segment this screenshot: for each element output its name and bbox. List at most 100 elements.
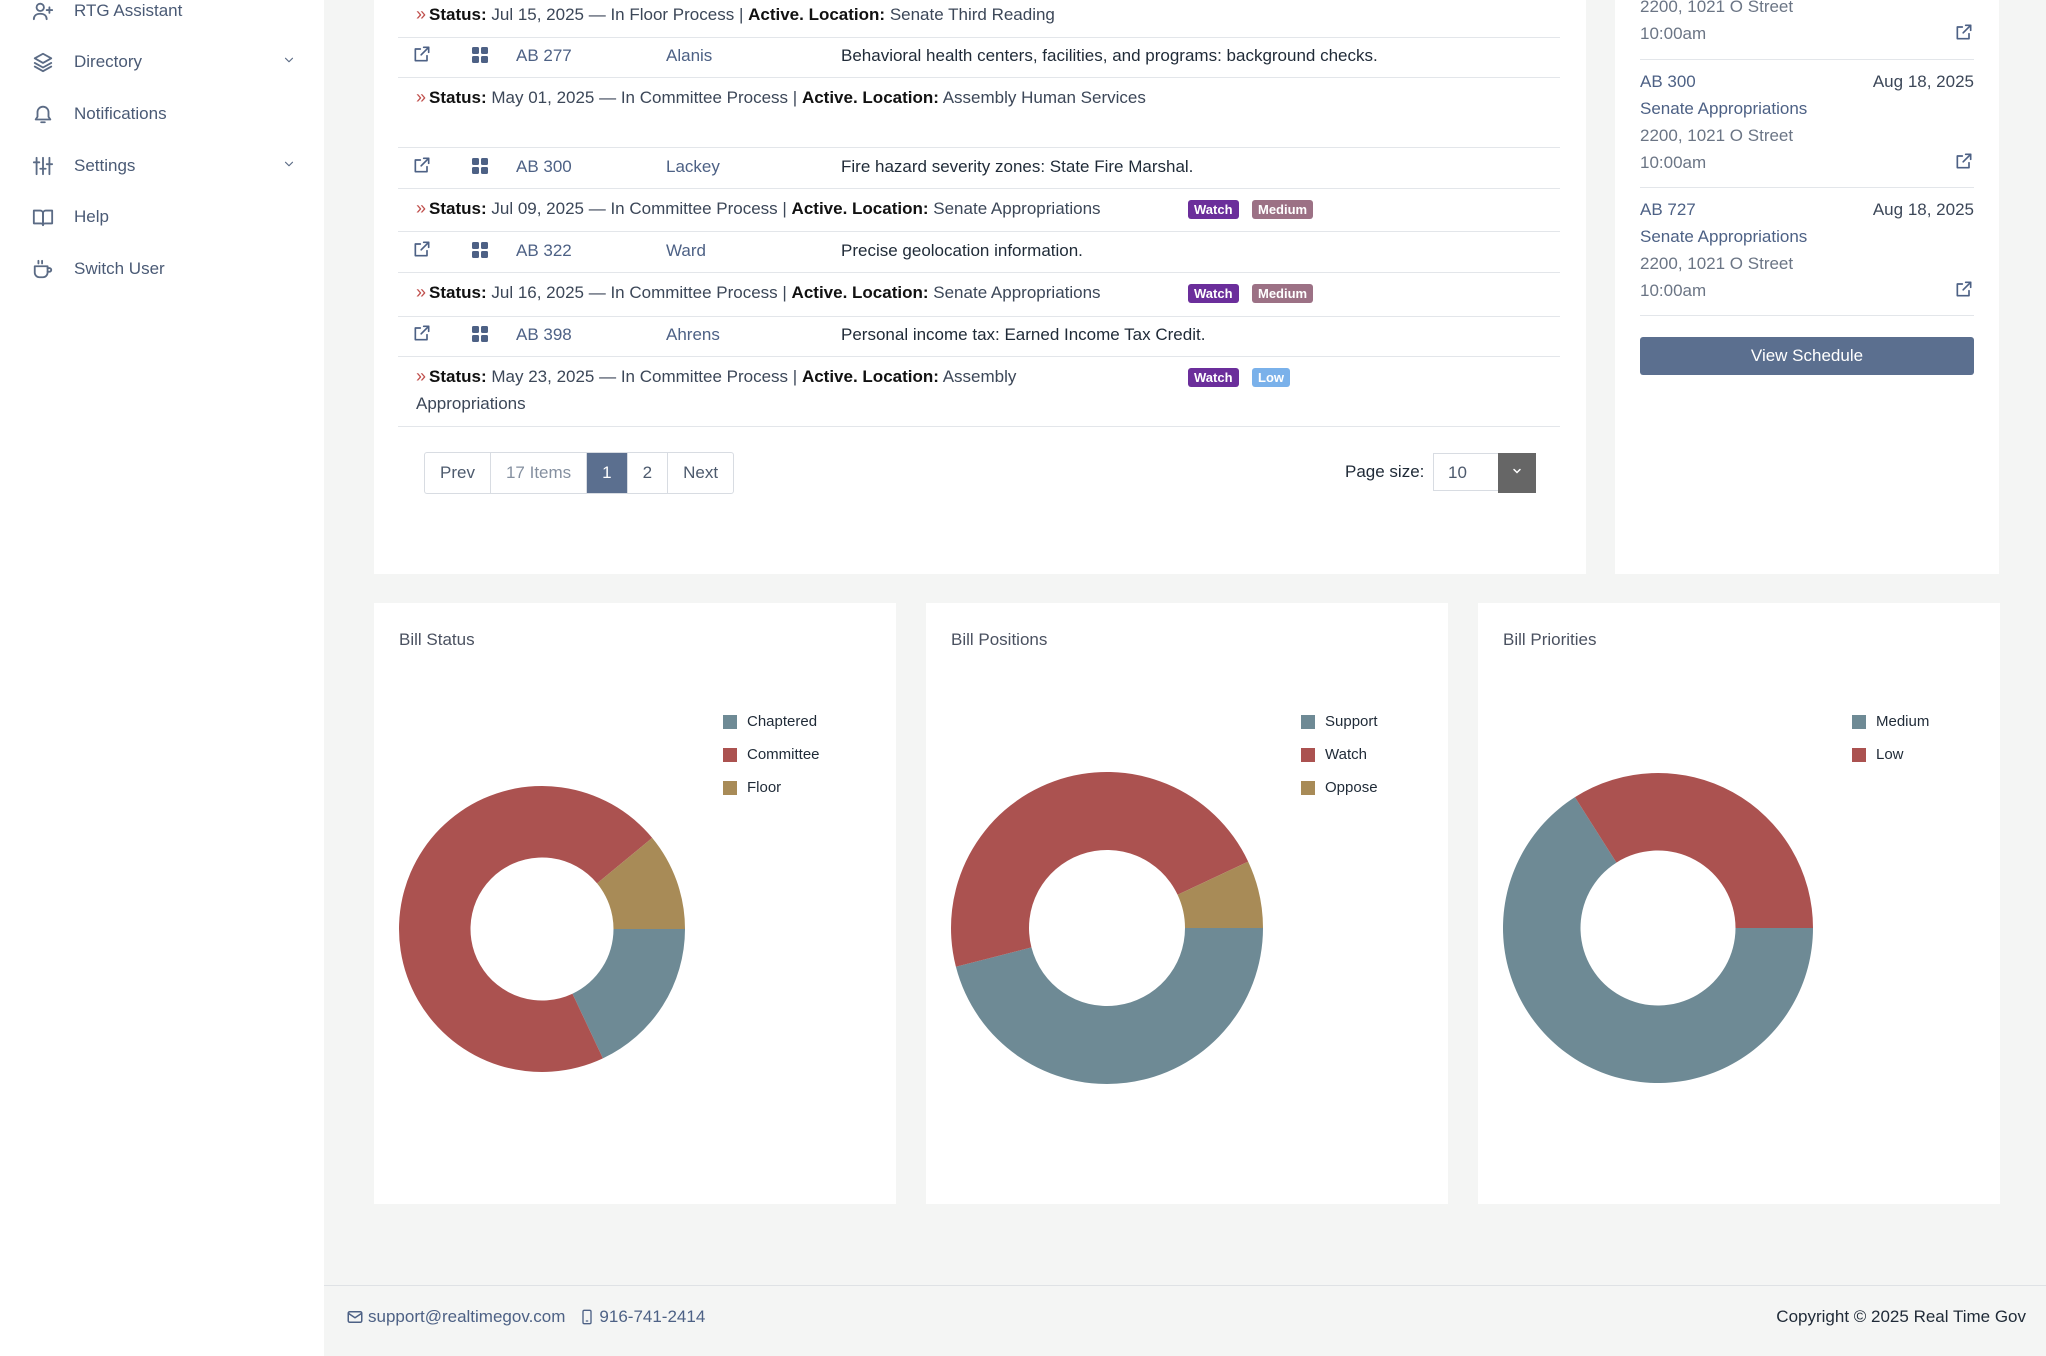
legend-item[interactable]: Committee — [723, 738, 820, 771]
bill-id-link[interactable]: AB 322 — [516, 241, 572, 260]
page-size-select[interactable]: 10 — [1433, 453, 1498, 491]
legend-swatch — [1301, 747, 1315, 762]
double-chevron-right-icon[interactable]: » — [416, 366, 426, 386]
external-link-icon[interactable] — [412, 239, 432, 264]
schedule-date: Aug 18, 2025 — [1872, 200, 1974, 219]
donut-slice-floor[interactable] — [597, 837, 685, 929]
chart-legend: Chaptered Committee Floor — [723, 705, 820, 804]
chart-title: Bill Priorities — [1503, 630, 1597, 649]
legend-item[interactable]: Watch — [1301, 738, 1378, 771]
footer-divider — [324, 1285, 2046, 1286]
sidebar: RTG Assistant Directory Notifications Se… — [0, 0, 324, 1356]
chevron-down-icon[interactable] — [282, 52, 296, 72]
legend-item[interactable]: Low — [1852, 738, 1929, 771]
bill-id-link[interactable]: AB 277 — [516, 46, 572, 65]
position-badge: Watch — [1188, 200, 1239, 219]
donut-slice-committee[interactable] — [398, 786, 653, 1072]
sidebar-item-label: Switch User — [74, 259, 165, 278]
page-size-dropdown-button[interactable] — [1498, 453, 1536, 493]
legend-swatch — [1301, 714, 1315, 729]
next-button[interactable]: Next — [683, 463, 719, 482]
sliders-icon — [30, 153, 56, 179]
legend-swatch — [723, 780, 737, 795]
external-link-icon[interactable] — [412, 323, 432, 348]
support-phone-link[interactable]: 916-741-2414 — [599, 1307, 706, 1326]
divider — [398, 356, 1560, 357]
legend-item[interactable]: Support — [1301, 705, 1378, 738]
double-chevron-right-icon[interactable]: » — [416, 198, 426, 218]
legend-item[interactable]: Medium — [1852, 705, 1929, 738]
bill-id-link[interactable]: AB 398 — [516, 325, 572, 344]
donut-slice-low[interactable] — [1574, 773, 1813, 928]
sidebar-item-label: Help — [74, 207, 109, 226]
schedule-committee[interactable]: Senate Appropriations — [1640, 227, 1808, 246]
schedule-item: AB 727 Aug 18, 2025 Senate Appropriation… — [1640, 200, 1974, 310]
author-link[interactable]: Lackey — [666, 157, 720, 176]
table-row: AB 398 Ahrens Personal income tax: Earne… — [398, 315, 1560, 355]
sidebar-item-label: Directory — [74, 52, 143, 71]
external-link-icon[interactable] — [1954, 22, 1974, 47]
author-link[interactable]: Ward — [666, 241, 706, 260]
schedule-bill-link[interactable]: AB 300 — [1640, 72, 1696, 91]
legend-item[interactable]: Floor — [723, 771, 820, 804]
chevron-down-icon[interactable] — [282, 156, 296, 176]
external-link-icon[interactable] — [1954, 151, 1974, 176]
grid-icon[interactable] — [472, 326, 488, 347]
double-chevron-right-icon[interactable]: » — [416, 282, 426, 302]
bill-title: Personal income tax: Earned Income Tax C… — [841, 325, 1206, 344]
donut-slice-watch[interactable] — [951, 771, 1249, 967]
author-link[interactable]: Alanis — [666, 46, 713, 65]
external-link-icon[interactable] — [1954, 279, 1974, 304]
legend-item[interactable]: Chaptered — [723, 705, 820, 738]
bill-positions-donut-chart — [951, 771, 1263, 1084]
chart-legend: Medium Low — [1852, 705, 1929, 771]
divider — [1640, 315, 1974, 316]
author-link[interactable]: Ahrens — [666, 325, 720, 344]
bill-status-donut-chart — [398, 786, 685, 1072]
pagination: Prev 17 Items 1 2 Next — [424, 452, 735, 494]
sidebar-item-label: RTG Assistant — [74, 1, 183, 20]
bill-title: Fire hazard severity zones: State Fire M… — [841, 157, 1194, 176]
chart-title: Bill Positions — [951, 630, 1048, 649]
bill-positions-card: Bill Positions Support Watch Oppose — [926, 603, 1448, 1204]
sidebar-item-rtg-assistant[interactable]: RTG Assistant — [30, 0, 296, 31]
bill-id-link[interactable]: AB 300 — [516, 157, 572, 176]
donut-slice-chaptered[interactable] — [572, 929, 685, 1059]
double-chevron-right-icon[interactable]: » — [416, 87, 426, 107]
priority-badge: Low — [1252, 368, 1290, 387]
divider — [398, 272, 1560, 273]
divider — [398, 147, 1560, 148]
schedule-bill-link[interactable]: AB 727 — [1640, 200, 1696, 219]
user-plus-icon — [30, 0, 56, 24]
sidebar-item-notifications[interactable]: Notifications — [30, 94, 296, 134]
donut-slice-oppose[interactable] — [1177, 861, 1263, 928]
divider — [398, 77, 1560, 78]
bill-priorities-card: Bill Priorities Medium Low — [1478, 603, 2000, 1204]
position-badge: Watch — [1188, 284, 1239, 303]
page-2-button[interactable]: 2 — [628, 453, 669, 493]
external-link-icon[interactable] — [412, 155, 432, 180]
view-schedule-button[interactable]: View Schedule — [1640, 337, 1974, 375]
sidebar-item-settings[interactable]: Settings — [30, 146, 296, 186]
donut-slice-medium[interactable] — [1503, 797, 1813, 1083]
position-badge: Watch — [1188, 368, 1239, 387]
schedule-committee[interactable]: Senate Appropriations — [1640, 99, 1808, 118]
bill-priorities-donut-chart — [1503, 773, 1813, 1083]
sidebar-item-switch-user[interactable]: Switch User — [30, 249, 296, 289]
external-link-icon[interactable] — [412, 44, 432, 69]
grid-icon[interactable] — [472, 158, 488, 179]
grid-icon[interactable] — [472, 242, 488, 263]
grid-icon[interactable] — [472, 47, 488, 68]
support-email-link[interactable]: support@realtimegov.com — [368, 1307, 566, 1326]
layers-icon — [30, 49, 56, 75]
legend-item[interactable]: Oppose — [1301, 771, 1378, 804]
donut-slice-support[interactable] — [955, 928, 1263, 1084]
sidebar-item-directory[interactable]: Directory — [30, 42, 296, 82]
sidebar-item-help[interactable]: Help — [30, 197, 296, 237]
coffee-cup-icon — [30, 256, 56, 282]
chart-title: Bill Status — [399, 630, 475, 649]
double-chevron-right-icon[interactable]: » — [416, 4, 426, 24]
footer-contact: support@realtimegov.com 916-741-2414 — [346, 1307, 705, 1327]
page-1-button[interactable]: 1 — [587, 453, 628, 493]
prev-button[interactable]: Prev — [425, 453, 491, 493]
